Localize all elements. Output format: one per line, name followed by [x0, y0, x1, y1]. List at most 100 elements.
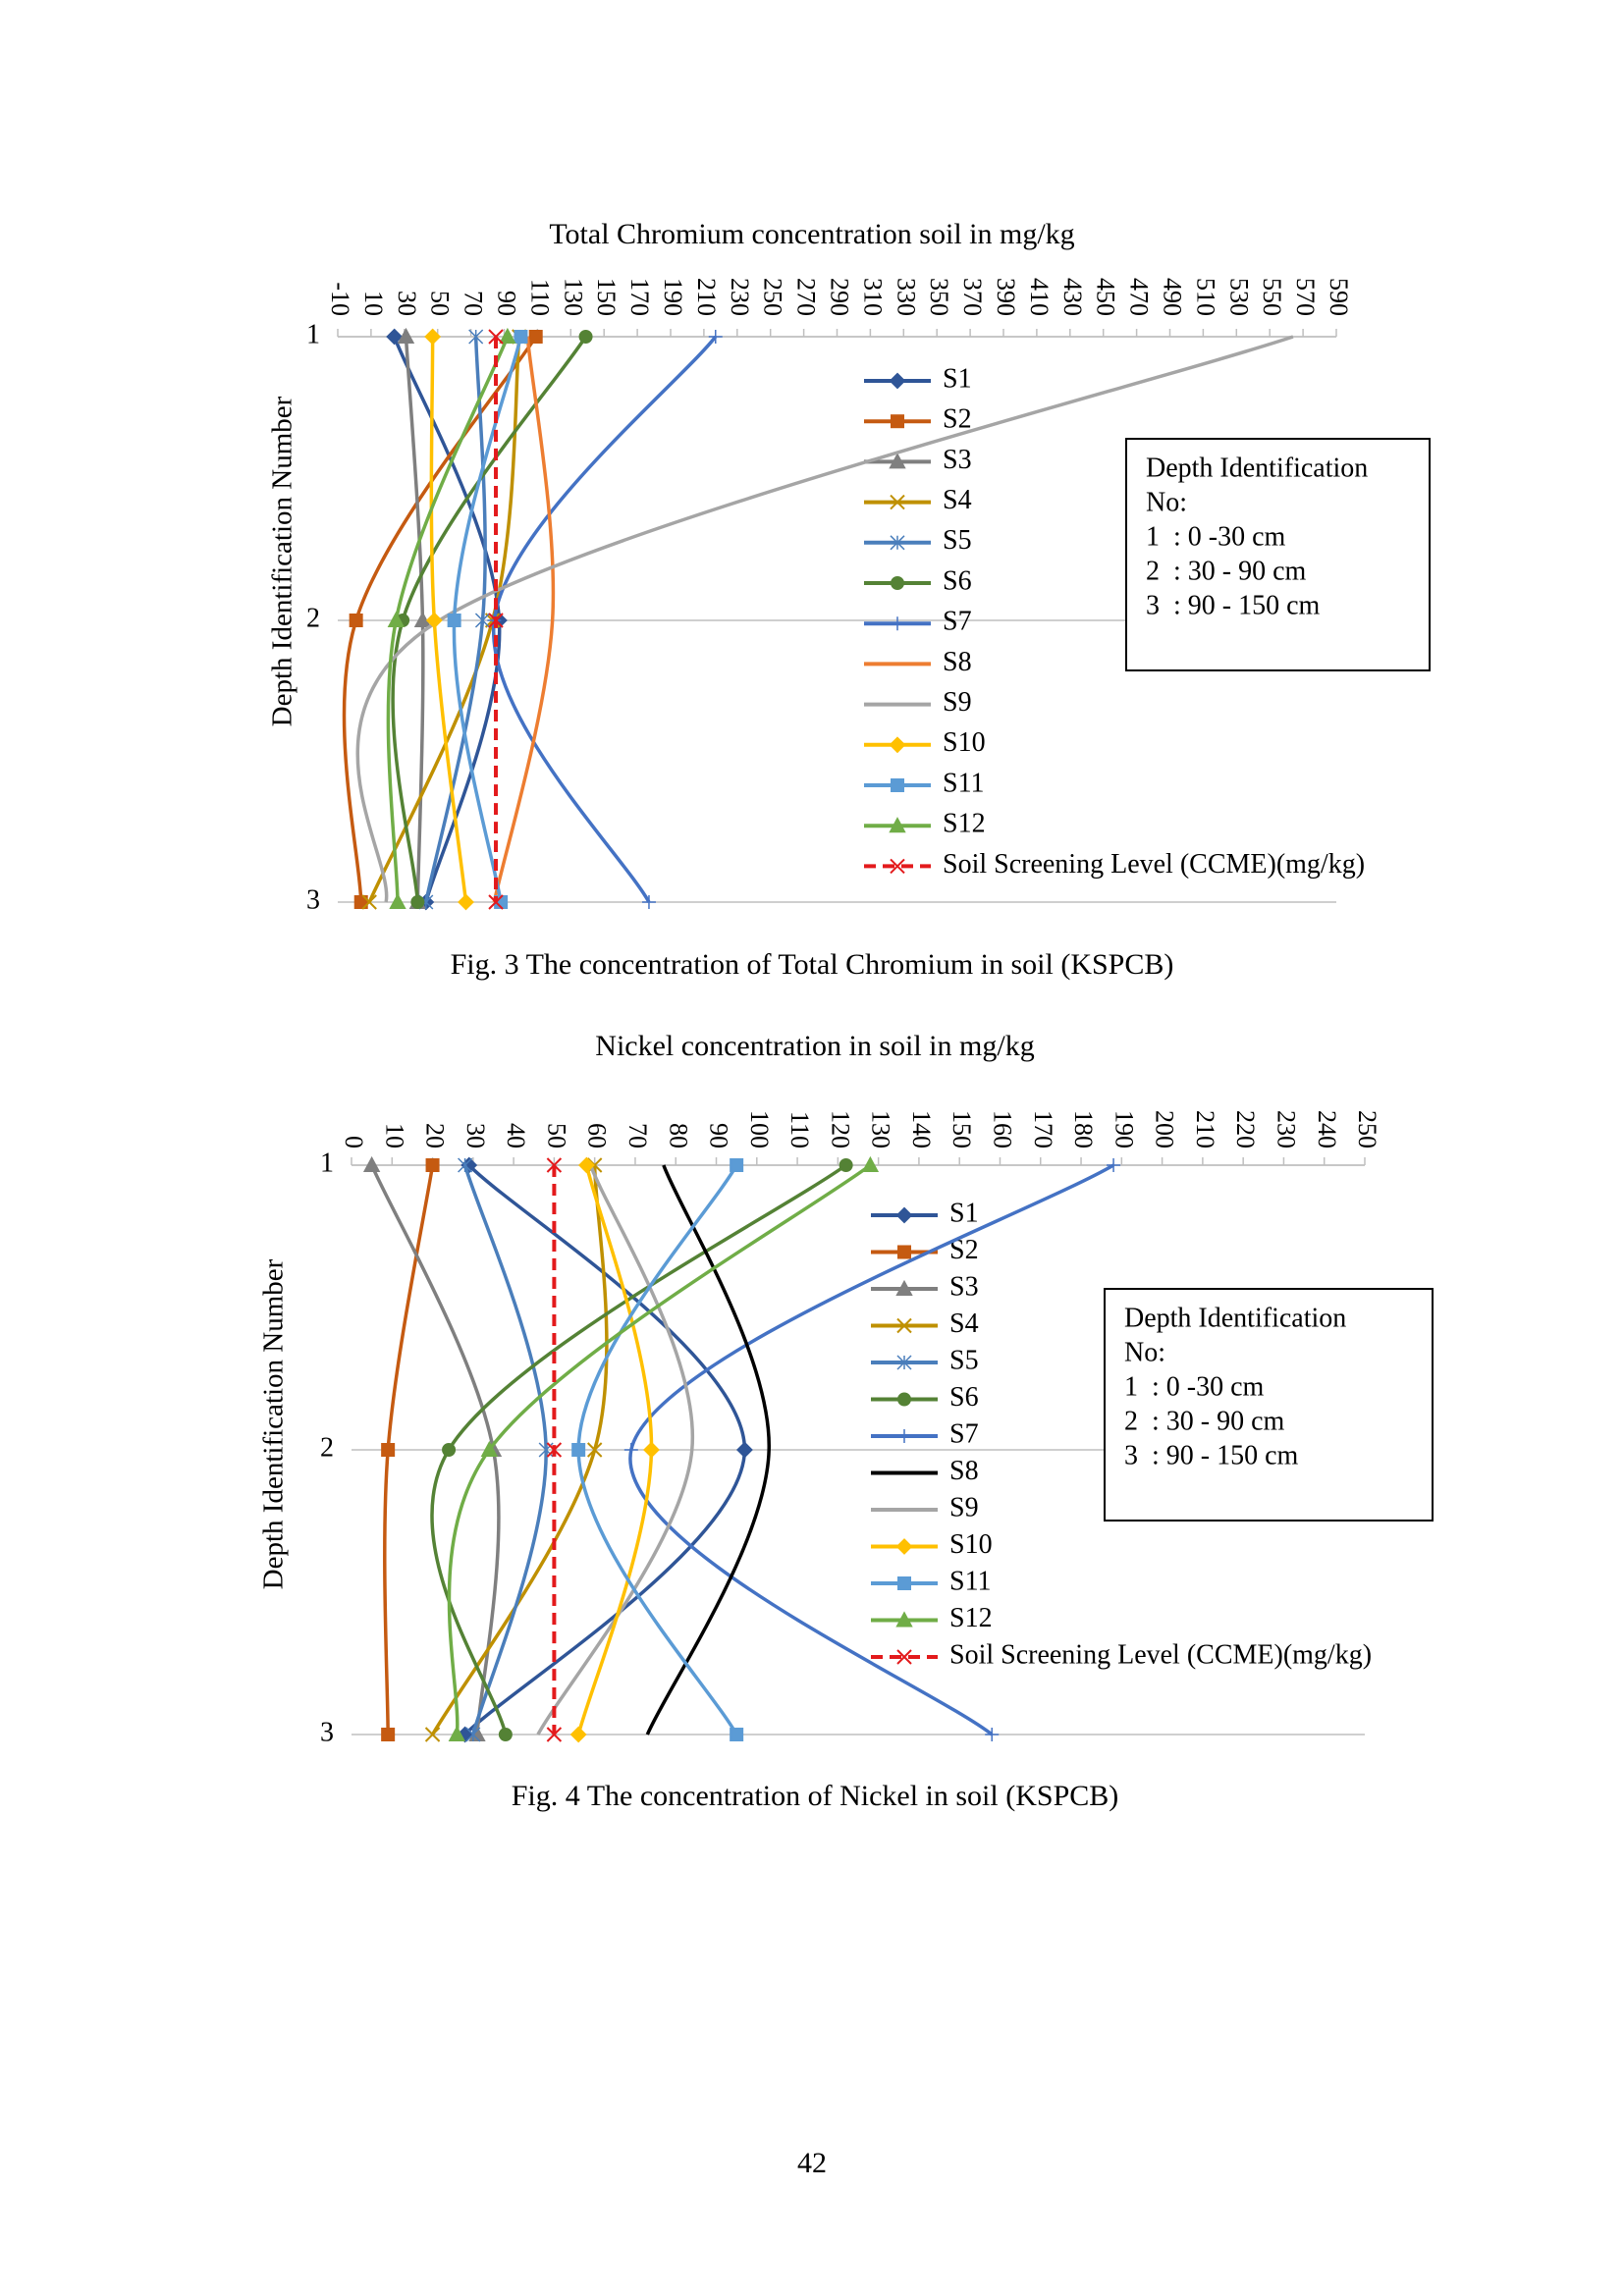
marker: [468, 329, 484, 345]
x-tick-label: 550: [1258, 278, 1286, 316]
marker: [442, 1443, 457, 1457]
x-tick-label: 10: [359, 291, 388, 316]
marker: [985, 1728, 1000, 1741]
x-tick-label: 130: [559, 278, 587, 316]
x-tick-label: 210: [1191, 1110, 1219, 1148]
series-line: [452, 336, 523, 903]
annotation-box: [1104, 1288, 1434, 1522]
series-line: [645, 1164, 771, 1735]
x-tick-label: 470: [1125, 278, 1154, 316]
legend-label: S5: [949, 1345, 979, 1375]
y-tick-label: 2: [320, 1432, 334, 1463]
legend-label: S12: [949, 1603, 993, 1633]
marker: [861, 1155, 880, 1172]
marker: [839, 1158, 853, 1172]
marker: [448, 1725, 466, 1741]
annotation-text: 1 : 0 -30 cm: [1124, 1371, 1265, 1402]
x-tick-label: 530: [1224, 278, 1253, 316]
legend-label: S12: [943, 809, 986, 839]
x-tick-label: 90: [493, 291, 521, 316]
x-tick-label: 70: [460, 291, 488, 316]
marker: [571, 1443, 586, 1457]
marker: [424, 328, 442, 346]
marker: [586, 1442, 603, 1458]
x-tick-label: 30: [461, 1123, 490, 1148]
x-tick-label: 220: [1231, 1110, 1260, 1148]
marker: [891, 616, 904, 631]
x-tick-label: 490: [1159, 278, 1187, 316]
marker: [474, 613, 490, 628]
x-tick-label: 10: [380, 1123, 408, 1148]
marker: [708, 330, 723, 344]
marker: [889, 372, 906, 390]
marker: [895, 1279, 913, 1296]
series-line: [536, 1164, 695, 1735]
x-tick-label: 200: [1151, 1110, 1179, 1148]
legend-label: S1: [949, 1198, 979, 1228]
marker: [397, 327, 415, 344]
legend-label: S5: [943, 525, 972, 556]
marker: [895, 1611, 913, 1628]
x-tick-label: 20: [421, 1123, 450, 1148]
marker: [895, 1206, 913, 1224]
y-axis-label: Depth Identification Number: [267, 396, 298, 726]
x-tick-label: 170: [625, 278, 654, 316]
x-tick-label: 0: [340, 1136, 368, 1148]
marker: [890, 858, 905, 875]
marker: [389, 892, 406, 909]
page-number: 42: [797, 2147, 827, 2179]
caption: Fig. 3 The concentration of Total Chromi…: [451, 948, 1174, 981]
x-tick-label: 70: [623, 1123, 652, 1148]
legend-label: S3: [943, 445, 972, 475]
x-tick-label: 190: [659, 278, 687, 316]
marker: [895, 1538, 913, 1555]
marker: [465, 1727, 481, 1742]
x-tick-label: 100: [745, 1110, 774, 1148]
series-line: [447, 1163, 872, 1735]
y-tick-label: 1: [320, 1148, 334, 1178]
x-tick-label: 90: [705, 1123, 733, 1148]
marker: [514, 330, 528, 344]
x-tick-label: 570: [1291, 278, 1320, 316]
marker: [896, 1649, 912, 1665]
x-tick-label: 230: [726, 278, 754, 316]
series-line: [430, 1163, 847, 1735]
legend-label: S3: [949, 1271, 979, 1302]
marker: [488, 329, 504, 345]
marker: [425, 1158, 440, 1172]
legend-label: S6: [943, 565, 972, 596]
legend-label: Soil Screening Level (CCME)(mg/kg): [949, 1639, 1372, 1670]
legend-label: S7: [943, 607, 972, 637]
x-tick-label: 60: [583, 1123, 612, 1148]
annotation-text: 3 : 90 - 150 cm: [1146, 590, 1321, 620]
chart-title: Total Chromium concentration soil in mg/…: [549, 218, 1074, 250]
marker: [890, 494, 905, 510]
annotation-text: 2 : 30 - 90 cm: [1124, 1406, 1285, 1436]
series-line: [492, 335, 718, 903]
marker: [480, 1440, 499, 1457]
marker: [889, 817, 906, 833]
x-tick-label: 510: [1191, 278, 1219, 316]
series-line: [492, 336, 556, 903]
marker: [889, 736, 906, 754]
marker: [736, 1441, 753, 1459]
x-tick-label: 110: [785, 1111, 814, 1148]
marker: [890, 535, 905, 551]
legend-label: S8: [943, 647, 972, 677]
marker: [569, 1726, 587, 1743]
marker: [546, 1442, 563, 1458]
annotation-text: Depth Identification: [1124, 1303, 1346, 1333]
marker: [578, 1156, 595, 1174]
marker: [730, 1728, 744, 1741]
marker: [528, 330, 543, 344]
marker: [546, 1157, 563, 1173]
annotation-text: 1 : 0 -30 cm: [1146, 521, 1286, 552]
x-tick-label: 430: [1058, 278, 1087, 316]
marker: [488, 894, 504, 910]
annotation-text: No:: [1146, 487, 1187, 517]
x-tick-label: 50: [426, 291, 455, 316]
x-tick-label: 310: [858, 278, 887, 316]
x-tick-label: 140: [907, 1110, 936, 1148]
marker: [425, 612, 443, 629]
